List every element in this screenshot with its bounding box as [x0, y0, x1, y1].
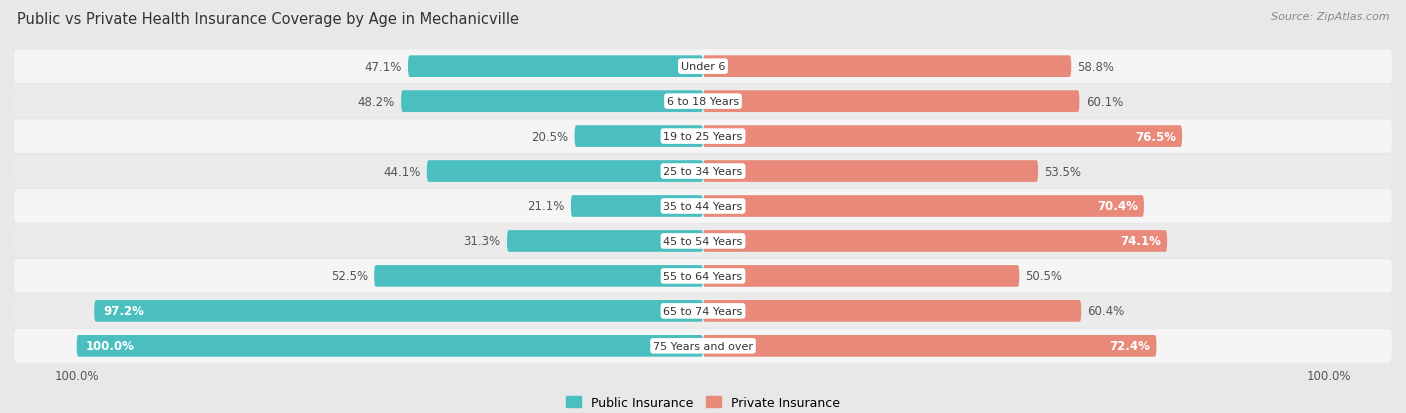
Text: 45 to 54 Years: 45 to 54 Years	[664, 236, 742, 247]
Text: 50.5%: 50.5%	[1025, 270, 1063, 283]
FancyBboxPatch shape	[77, 335, 703, 357]
FancyBboxPatch shape	[703, 196, 1144, 217]
FancyBboxPatch shape	[94, 300, 703, 322]
FancyBboxPatch shape	[703, 266, 1019, 287]
FancyBboxPatch shape	[703, 56, 1071, 78]
FancyBboxPatch shape	[14, 225, 1392, 258]
Text: 53.5%: 53.5%	[1045, 165, 1081, 178]
FancyBboxPatch shape	[14, 294, 1392, 328]
FancyBboxPatch shape	[703, 300, 1081, 322]
FancyBboxPatch shape	[703, 91, 1080, 113]
Text: 20.5%: 20.5%	[531, 130, 568, 143]
Text: 72.4%: 72.4%	[1109, 339, 1150, 352]
FancyBboxPatch shape	[408, 56, 703, 78]
FancyBboxPatch shape	[703, 230, 1167, 252]
FancyBboxPatch shape	[14, 190, 1392, 223]
Text: 21.1%: 21.1%	[527, 200, 565, 213]
Text: 58.8%: 58.8%	[1077, 61, 1115, 74]
Text: 6 to 18 Years: 6 to 18 Years	[666, 97, 740, 107]
Text: 44.1%: 44.1%	[384, 165, 420, 178]
Text: 100.0%: 100.0%	[86, 339, 135, 352]
Text: 35 to 44 Years: 35 to 44 Years	[664, 202, 742, 211]
FancyBboxPatch shape	[427, 161, 703, 183]
FancyBboxPatch shape	[508, 230, 703, 252]
Text: 31.3%: 31.3%	[464, 235, 501, 248]
Text: 60.4%: 60.4%	[1088, 305, 1125, 318]
FancyBboxPatch shape	[703, 161, 1038, 183]
FancyBboxPatch shape	[703, 126, 1182, 147]
Text: 55 to 64 Years: 55 to 64 Years	[664, 271, 742, 281]
Text: 19 to 25 Years: 19 to 25 Years	[664, 132, 742, 142]
FancyBboxPatch shape	[571, 196, 703, 217]
FancyBboxPatch shape	[14, 120, 1392, 154]
Text: 60.1%: 60.1%	[1085, 95, 1123, 108]
FancyBboxPatch shape	[401, 91, 703, 113]
FancyBboxPatch shape	[14, 155, 1392, 188]
FancyBboxPatch shape	[14, 85, 1392, 119]
FancyBboxPatch shape	[14, 259, 1392, 293]
Text: 97.2%: 97.2%	[104, 305, 145, 318]
FancyBboxPatch shape	[575, 126, 703, 147]
FancyBboxPatch shape	[374, 266, 703, 287]
Text: Under 6: Under 6	[681, 62, 725, 72]
Text: Public vs Private Health Insurance Coverage by Age in Mechanicville: Public vs Private Health Insurance Cover…	[17, 12, 519, 27]
Text: Source: ZipAtlas.com: Source: ZipAtlas.com	[1271, 12, 1389, 22]
Text: 52.5%: 52.5%	[330, 270, 368, 283]
Text: 48.2%: 48.2%	[357, 95, 395, 108]
Text: 47.1%: 47.1%	[364, 61, 402, 74]
Text: 65 to 74 Years: 65 to 74 Years	[664, 306, 742, 316]
Legend: Public Insurance, Private Insurance: Public Insurance, Private Insurance	[561, 391, 845, 413]
FancyBboxPatch shape	[14, 329, 1392, 363]
Text: 25 to 34 Years: 25 to 34 Years	[664, 166, 742, 177]
FancyBboxPatch shape	[14, 50, 1392, 84]
Text: 70.4%: 70.4%	[1097, 200, 1137, 213]
Text: 76.5%: 76.5%	[1135, 130, 1175, 143]
FancyBboxPatch shape	[703, 335, 1157, 357]
Text: 75 Years and over: 75 Years and over	[652, 341, 754, 351]
Text: 74.1%: 74.1%	[1121, 235, 1161, 248]
